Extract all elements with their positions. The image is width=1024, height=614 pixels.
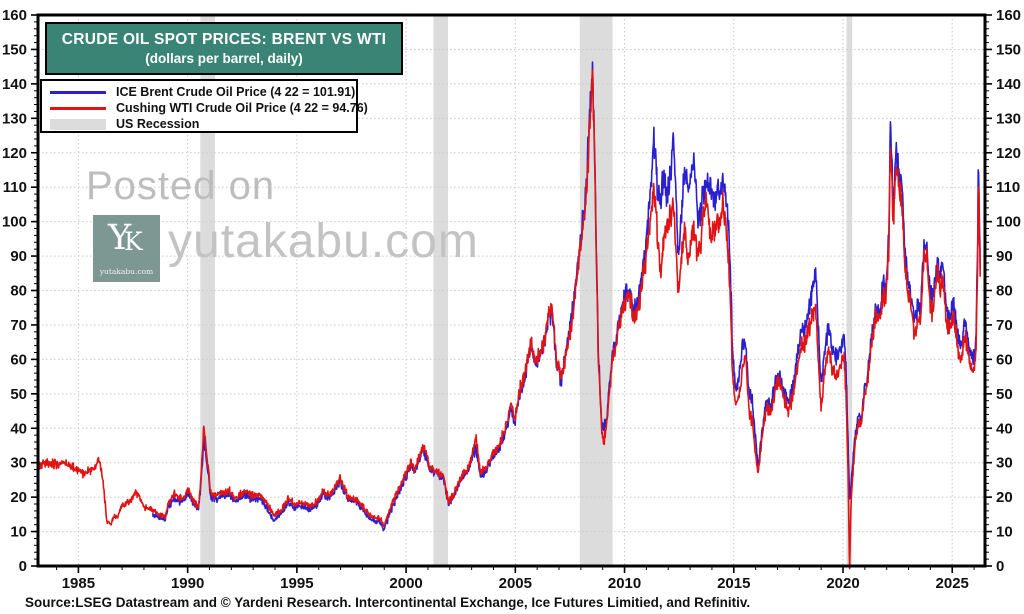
y-axis-label-right: 160 bbox=[996, 7, 1021, 24]
x-axis-label: 1985 bbox=[62, 575, 95, 592]
y-axis-label-left: 80 bbox=[10, 283, 27, 300]
recession-band bbox=[579, 15, 613, 566]
y-axis-label-right: 80 bbox=[996, 283, 1013, 300]
y-axis-label-left: 120 bbox=[2, 145, 27, 162]
y-axis-label-left: 130 bbox=[2, 110, 27, 127]
y-axis-label-left: 70 bbox=[10, 317, 27, 334]
y-axis-label-left: 60 bbox=[10, 351, 27, 368]
recession-swatch bbox=[50, 118, 106, 130]
legend-label-wti: Cushing WTI Crude Oil Price (4 22 = 94.7… bbox=[116, 101, 368, 115]
y-axis-label-left: 100 bbox=[2, 214, 27, 231]
y-axis-label-left: 20 bbox=[10, 489, 27, 506]
x-axis-label: 2010 bbox=[608, 575, 641, 592]
recession-band bbox=[433, 15, 449, 566]
x-axis-label: 1995 bbox=[280, 575, 313, 592]
y-axis-label-right: 100 bbox=[996, 214, 1021, 231]
y-axis-label-right: 0 bbox=[996, 558, 1004, 575]
y-axis-label-right: 10 bbox=[996, 524, 1013, 541]
x-axis-label: 2000 bbox=[389, 575, 422, 592]
y-axis-label-left: 110 bbox=[3, 179, 27, 196]
recession-band bbox=[846, 15, 853, 566]
brent-line-swatch bbox=[50, 90, 106, 94]
y-axis-label-right: 110 bbox=[996, 179, 1020, 196]
y-axis-label-right: 130 bbox=[996, 110, 1021, 127]
y-axis-label-right: 50 bbox=[996, 386, 1013, 403]
x-axis-label: 2020 bbox=[826, 575, 859, 592]
x-axis-label: 1990 bbox=[171, 575, 204, 592]
chart-subtitle: (dollars per barrel, daily) bbox=[145, 50, 303, 66]
x-axis-label: 2025 bbox=[936, 575, 969, 592]
wti-line-swatch bbox=[50, 106, 106, 110]
y-axis-label-left: 160 bbox=[2, 7, 27, 24]
chart-title: CRUDE OIL SPOT PRICES: BRENT VS WTI bbox=[61, 30, 387, 48]
legend-label-recession: US Recession bbox=[116, 117, 200, 131]
yutakabu-logo: Y K yutakabu.com bbox=[93, 215, 160, 282]
y-axis-label-right: 120 bbox=[996, 145, 1021, 162]
legend: ICE Brent Crude Oil Price (4 22 = 101.91… bbox=[40, 79, 368, 133]
y-axis-label-left: 40 bbox=[10, 420, 27, 437]
y-axis-label-left: 140 bbox=[2, 76, 27, 93]
watermark-site-text: yutakabu.com bbox=[168, 215, 479, 268]
y-axis-label-left: 90 bbox=[10, 248, 27, 265]
y-axis-label-right: 70 bbox=[996, 317, 1013, 334]
y-axis-label-left: 0 bbox=[19, 558, 27, 575]
chart-title-box: CRUDE OIL SPOT PRICES: BRENT VS WTI (dol… bbox=[45, 22, 403, 75]
legend-item-wti: Cushing WTI Crude Oil Price (4 22 = 94.7… bbox=[50, 100, 368, 116]
x-axis-label: 2005 bbox=[499, 575, 532, 592]
y-axis-label-right: 30 bbox=[996, 455, 1013, 472]
logo-letter-k: K bbox=[124, 227, 143, 256]
y-axis-label-right: 150 bbox=[996, 41, 1021, 58]
y-axis-label-left: 30 bbox=[10, 455, 27, 472]
y-axis-label-right: 20 bbox=[996, 489, 1013, 506]
legend-item-brent: ICE Brent Crude Oil Price (4 22 = 101.91… bbox=[50, 84, 356, 100]
y-axis-label-left: 150 bbox=[2, 41, 27, 58]
legend-item-recession: US Recession bbox=[50, 116, 356, 132]
wti-price-line bbox=[37, 68, 981, 570]
legend-label-brent: ICE Brent Crude Oil Price (4 22 = 101.91… bbox=[116, 85, 356, 99]
logo-caption: yutakabu.com bbox=[99, 267, 154, 276]
y-axis-label-right: 60 bbox=[996, 351, 1013, 368]
logo-letter-y: Y bbox=[108, 218, 132, 258]
source-attribution: Source:LSEG Datastream and © Yardeni Res… bbox=[25, 595, 751, 610]
y-axis-label-left: 50 bbox=[10, 386, 27, 403]
y-axis-label-right: 40 bbox=[996, 420, 1013, 437]
y-axis-label-right: 90 bbox=[996, 248, 1013, 265]
x-axis-label: 2015 bbox=[717, 575, 750, 592]
y-axis-label-left: 10 bbox=[10, 524, 27, 541]
y-axis-label-right: 140 bbox=[996, 76, 1021, 93]
watermark-posted-on: Posted on bbox=[86, 164, 276, 208]
